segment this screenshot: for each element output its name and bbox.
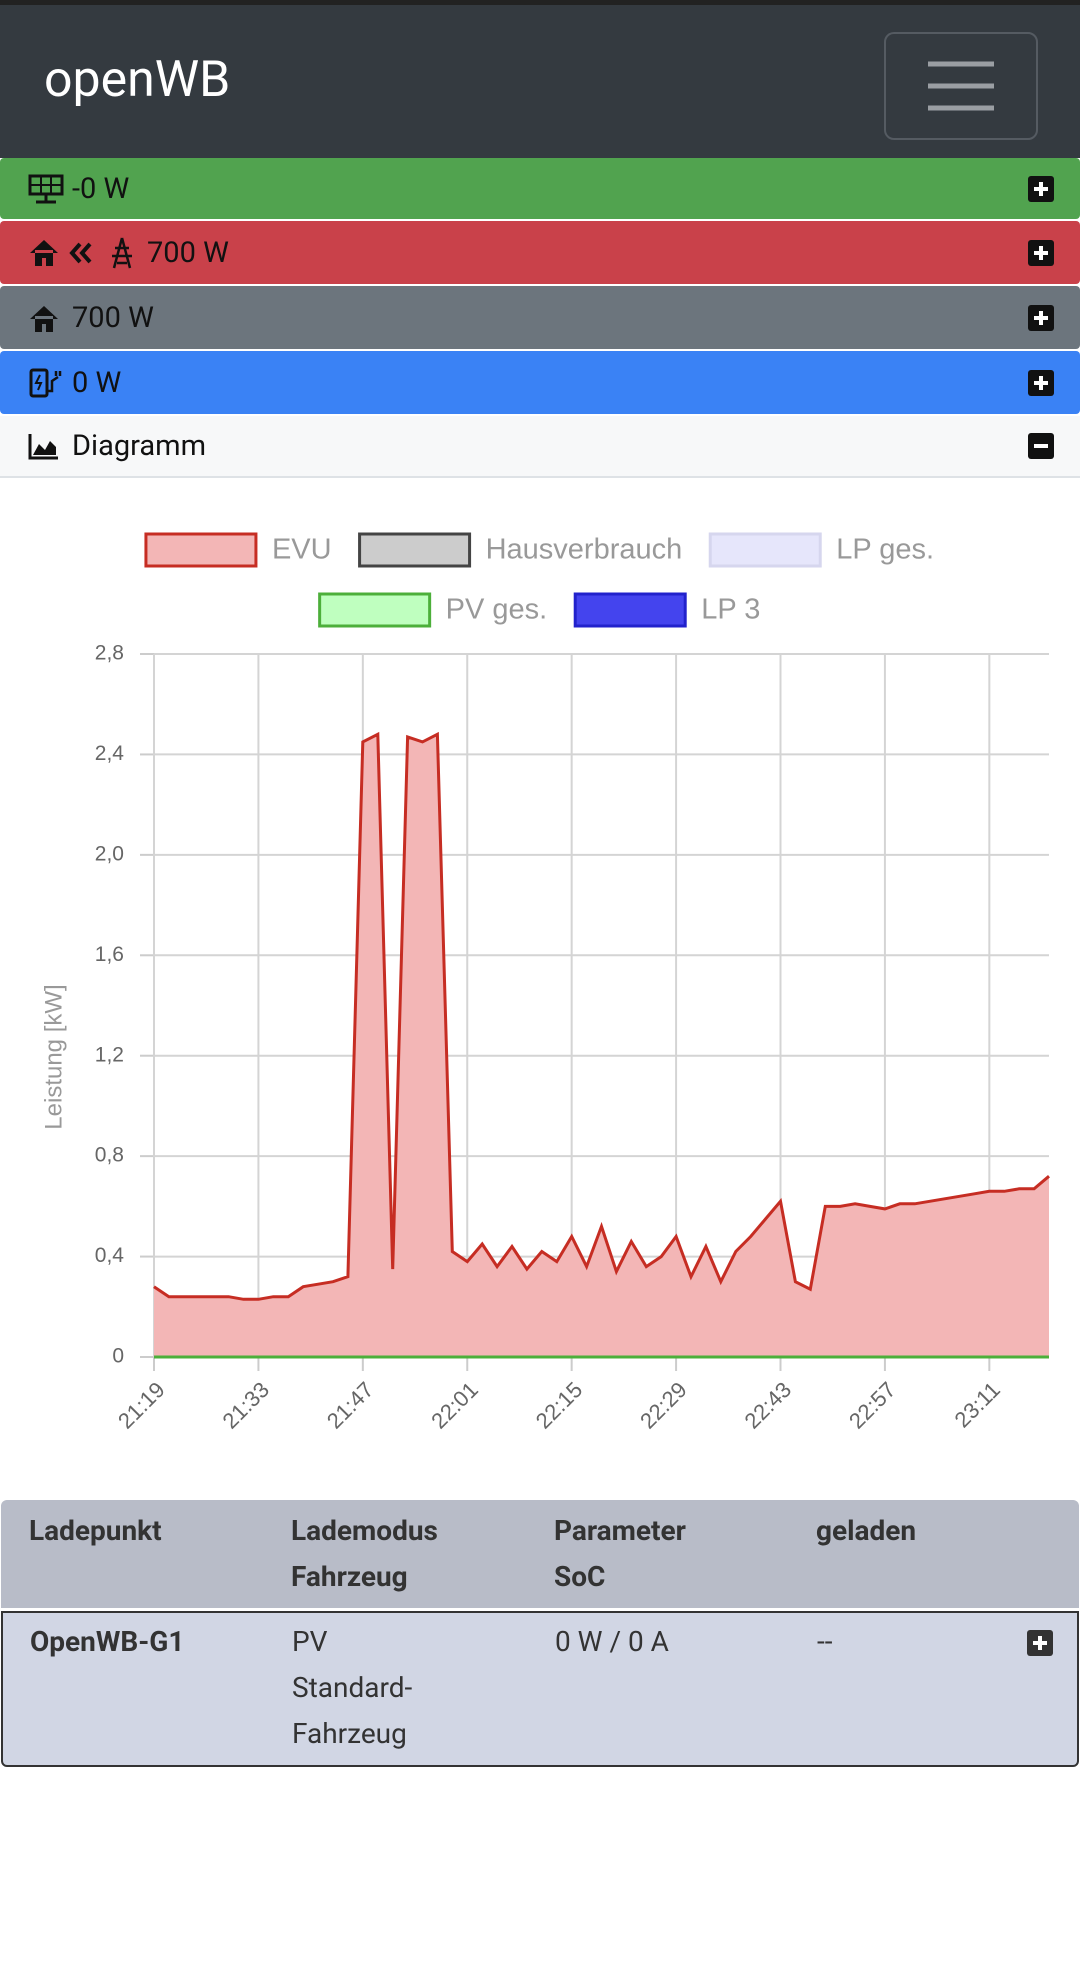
pv-row[interactable]: -0 W [0,158,1080,219]
diagram-row[interactable]: Diagramm [0,416,1080,478]
legend-item: LP ges. [708,532,934,568]
table-cell: -- [817,1625,833,1658]
legend-item: LP 3 [573,592,760,628]
table-cell: geladen [816,1514,917,1547]
collapse-icon[interactable] [1028,433,1054,459]
y-tick-label: 0,4 [95,1244,125,1267]
y-tick-label: 0,8 [95,1144,124,1167]
table-cell: Standard- [292,1671,413,1704]
navbar: openWB [0,0,1080,158]
house-power: 700 W [72,300,154,335]
house-row[interactable]: 700 W [0,286,1080,349]
table-cell: 0 W / 0 A [555,1625,669,1658]
grid-row[interactable]: 700 W [0,221,1080,284]
x-tick-label: 22:15 [531,1377,588,1434]
y-tick-label: 1,6 [95,943,124,966]
x-tick-label: 22:29 [635,1377,692,1434]
x-tick-label: 21:47 [322,1377,379,1434]
menu-button[interactable] [884,32,1038,140]
legend-row: PV ges. LP 3 [318,592,760,628]
charge-power: 0 W [72,365,122,400]
y-tick-label: 1,2 [95,1043,124,1066]
legend-item: PV ges. [318,592,548,628]
series-line [153,731,1050,1301]
house-icon [30,305,58,332]
chart: Leistung [kW] 0 0,4 0,8 1,2 1,6 2,0 2,4 2,8 21:1… [40,532,1050,1434]
table-cell: SoC [554,1560,606,1593]
diagram-label: Diagramm [72,429,207,463]
legend-label: LP 3 [701,594,760,626]
grid-icon [30,237,132,268]
y-tick-label: 2,8 [95,642,124,665]
table-cell: Fahrzeug [292,1717,407,1750]
expand-icon[interactable] [1028,239,1054,266]
expand-icon[interactable] [1028,175,1054,202]
legend-swatch [708,532,822,568]
grid-power: 700 W [147,235,229,270]
pv-power: -0 W [72,171,130,206]
legend-item: EVU [144,532,332,568]
y-tick-label: 0 [112,1345,124,1368]
y-tick-label: 2,0 [95,842,124,865]
expand-icon[interactable] [1028,369,1054,396]
legend-label: Hausverbrauch [486,534,683,566]
table-cell: Ladepunkt [29,1514,162,1547]
table-cell: PV [292,1625,328,1658]
legend-swatch [358,532,472,568]
y-axis-title: Leistung [kW] [40,984,67,1129]
legend-label: LP ges. [836,534,934,566]
expand-icon[interactable] [1027,1630,1053,1656]
table-cell: Lademodus [291,1514,438,1547]
expand-icon[interactable] [1028,304,1054,331]
x-tick-label: 21:33 [217,1377,274,1434]
x-tick-label: 22:43 [740,1377,797,1434]
brand[interactable]: openWB [44,51,231,109]
charge-row[interactable]: 0 W [0,351,1080,414]
x-tick-label: 23:11 [950,1377,1005,1432]
chart-icon [28,434,58,460]
legend-label: EVU [272,534,332,566]
table-cell: Fahrzeug [291,1560,408,1593]
table-row: OpenWB-G1 PV Standard- Fahrzeug 0 W / 0 A -- [1,1611,1079,1767]
legend-swatch [573,592,687,628]
y-tick-label: 2,4 [95,742,125,765]
legend-swatch [144,532,258,568]
legend-label: PV ges. [446,594,548,626]
legend-row: EVU Hausverbrauch LP ges. [144,532,934,568]
solar-icon [28,174,64,203]
legend-swatch [318,592,432,628]
legend-item: Hausverbrauch [358,532,683,568]
series-area [154,734,1049,1357]
x-tick-label: 21:19 [113,1377,170,1434]
table-cell: Parameter [554,1514,686,1547]
table-cell: OpenWB-G1 [30,1625,185,1658]
charger-icon [29,368,62,397]
table-header: Ladepunkt Lademodus Fahrzeug Parameter SoC ge… [1,1500,1079,1608]
x-tick-label: 22:01 [426,1377,483,1434]
x-tick-label: 22:57 [844,1377,901,1434]
